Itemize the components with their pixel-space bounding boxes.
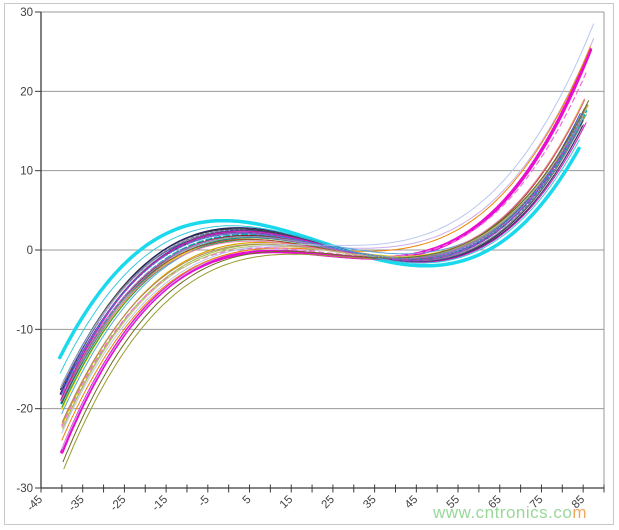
x-axis-tick-label: -5 [196,494,212,510]
curve-dashed-indigo [60,122,582,392]
curve-dark-olive [62,100,590,463]
curve-steel [61,110,585,401]
curve-khaki [62,104,589,430]
y-axis-tick-label: 0 [27,245,33,257]
x-axis-tick-label: -35 [67,494,87,514]
curve-green [61,100,585,408]
curve-black [60,119,581,395]
curve-cyan-thin [59,139,580,374]
axes [35,11,605,493]
x-axis-tick-label: 5 [241,494,254,507]
curve-gold [61,104,588,426]
curve-gray [60,126,581,388]
x-axis-tick-label: -15 [150,494,170,514]
curve-dashed-teal [60,110,588,404]
curve-pale-blue [61,23,595,434]
curve-navy [59,125,584,395]
watermark: www.cntronics.com [432,503,587,522]
curve-dashed-pink [61,69,588,427]
x-axis-tick-label: -45 [25,494,45,514]
curve-teal [61,110,585,405]
curve-olive [63,114,587,470]
x-axis-tick-label: -25 [108,494,128,514]
curve-dashed-blue [60,112,585,395]
x-axis-tick-label: 25 [320,494,338,512]
y-axis-tick-label: 30 [20,7,33,19]
y-axis-tick-label: -10 [16,324,33,336]
watermark-green-text: www.cntronics.co [432,503,572,522]
curve-thick-cyan [58,146,581,360]
x-axis-tick-label: 35 [361,494,379,512]
curve-tan [61,104,589,423]
y-axis-tick-label: -20 [16,404,33,416]
y-axis-tick-label: -30 [16,483,33,495]
x-axis-tick-label: 45 [403,494,421,512]
curves [58,23,595,470]
watermark-orange-text: m [572,503,587,522]
y-axis-tick-label: 20 [20,86,33,98]
curve-dark-purple [60,124,584,400]
curve-pink [61,98,586,400]
curve-magenta-thin [60,122,587,401]
y-axis-tick-label: 10 [20,166,33,178]
curve-purple [60,120,582,395]
curve-dark-red [60,111,585,404]
figure-border [4,3,614,525]
x-axis-tick-label: 15 [278,494,296,512]
